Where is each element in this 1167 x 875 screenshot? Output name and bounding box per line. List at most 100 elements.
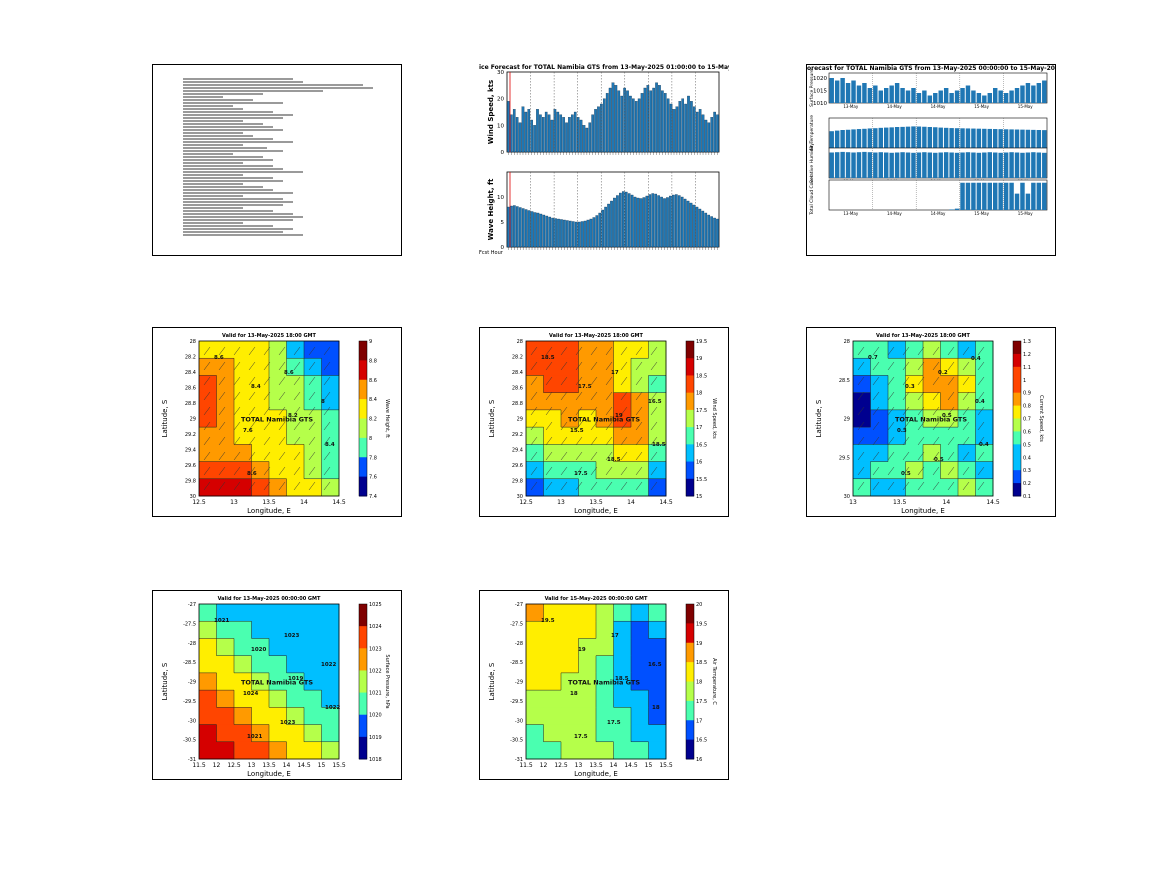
- contour-cell: [286, 358, 305, 376]
- text-line: [183, 150, 283, 152]
- bar: [933, 152, 938, 178]
- contour-cell: [269, 604, 287, 622]
- text-line: [183, 219, 293, 221]
- contour-cell: [321, 638, 340, 657]
- direction-arrow: [278, 346, 286, 356]
- bar: [1031, 152, 1036, 178]
- colorbar-segment: [1013, 392, 1021, 407]
- bar: [626, 90, 629, 153]
- bar: [707, 214, 711, 248]
- bar: [1020, 85, 1025, 103]
- direction-arrow: [902, 466, 910, 476]
- contour-cell: [561, 358, 579, 376]
- contour-cell: [958, 375, 976, 394]
- direction-arrow: [248, 406, 256, 416]
- direction-arrow: [977, 451, 985, 461]
- contour-label: 0.3: [897, 428, 907, 434]
- colorbar-tick-label: 0.9: [1023, 391, 1031, 397]
- colorbar-segment: [1013, 353, 1021, 368]
- direction-arrow: [962, 361, 970, 371]
- bar: [965, 182, 971, 210]
- bar: [560, 219, 563, 248]
- contour-cell: [923, 392, 941, 411]
- text-line: [183, 165, 273, 167]
- text-line: [183, 84, 363, 86]
- contour-cell: [304, 461, 322, 480]
- bar: [661, 90, 664, 153]
- contour-cell: [251, 621, 270, 639]
- contour-cell: [251, 655, 270, 674]
- wind-speed-map: Valid for 13-May-2025 18:00 GMT 18.5 17.5 1…: [488, 333, 717, 515]
- contour-cell: [269, 444, 287, 463]
- bar: [583, 220, 587, 248]
- contour-cell: [234, 341, 252, 359]
- contour-cell: [596, 741, 614, 760]
- direction-arrow: [872, 436, 880, 446]
- bar: [507, 101, 510, 153]
- direction-arrow: [947, 391, 955, 401]
- bar: [657, 195, 660, 248]
- direction-arrow: [857, 436, 865, 446]
- contour-label: 1022: [325, 705, 340, 711]
- direction-arrow: [263, 406, 271, 416]
- colorbar-segment: [359, 437, 367, 458]
- colorbar-label: Wave Height, ft: [384, 399, 390, 438]
- contour-cell: [578, 478, 597, 497]
- colorbar-segment: [359, 626, 367, 649]
- direction-arrow: [947, 346, 955, 356]
- direction-arrow: [932, 376, 940, 386]
- direction-arrow: [530, 346, 538, 356]
- colorbar-tick-label: 1023: [369, 646, 382, 652]
- contour-cell: [596, 461, 614, 480]
- contour-cell: [888, 409, 906, 428]
- x-axis-label: Longitude, E: [901, 507, 945, 515]
- contour-cell: [596, 724, 614, 743]
- bar: [592, 217, 596, 248]
- contour-cell: [631, 621, 649, 639]
- bar: [542, 214, 546, 248]
- bar: [686, 200, 690, 248]
- bar: [938, 127, 943, 148]
- direction-arrow: [560, 391, 568, 401]
- direction-arrow: [590, 376, 598, 386]
- colorbar-tick-label: 0.2: [1023, 481, 1031, 487]
- contour-label: 8: [321, 399, 325, 405]
- contour-cell: [975, 478, 994, 497]
- contour-cell: [613, 604, 632, 622]
- direction-arrow: [917, 451, 925, 461]
- contour-cell: [648, 741, 667, 760]
- direction-arrow: [545, 391, 553, 401]
- bar: [595, 215, 599, 248]
- text-line: [183, 162, 243, 164]
- contour-cell: [251, 741, 270, 760]
- text-forecast-lines: [183, 77, 383, 237]
- y-tick-label: 28.5: [839, 378, 850, 384]
- contour-cell: [526, 409, 544, 428]
- contour-cell: [578, 638, 597, 657]
- contour-cell: [304, 409, 322, 428]
- direction-arrow: [902, 481, 910, 491]
- bar: [905, 90, 911, 103]
- bar: [663, 198, 666, 248]
- direction-arrow: [293, 421, 301, 431]
- direction-arrow: [932, 361, 940, 371]
- direction-arrow: [530, 391, 538, 401]
- x-axis-label: Longitude, E: [247, 507, 291, 515]
- direction-arrow: [545, 436, 553, 446]
- bar: [698, 109, 702, 153]
- y-tick-label: 28.8: [512, 401, 523, 407]
- y-tick-label: 29.5: [839, 455, 850, 461]
- contour-cell: [251, 427, 270, 445]
- contour-cell: [321, 341, 340, 359]
- bar: [976, 93, 982, 103]
- direction-arrow: [902, 406, 910, 416]
- contour-cell: [234, 638, 252, 657]
- contour-cell: [251, 690, 270, 708]
- colorbar-tick-label: 1021: [369, 691, 382, 697]
- direction-arrow: [278, 376, 286, 386]
- bar: [510, 205, 513, 248]
- contour-cell: [853, 427, 871, 445]
- text-line: [183, 228, 293, 230]
- text-line: [183, 195, 243, 197]
- contour-cell: [234, 621, 252, 639]
